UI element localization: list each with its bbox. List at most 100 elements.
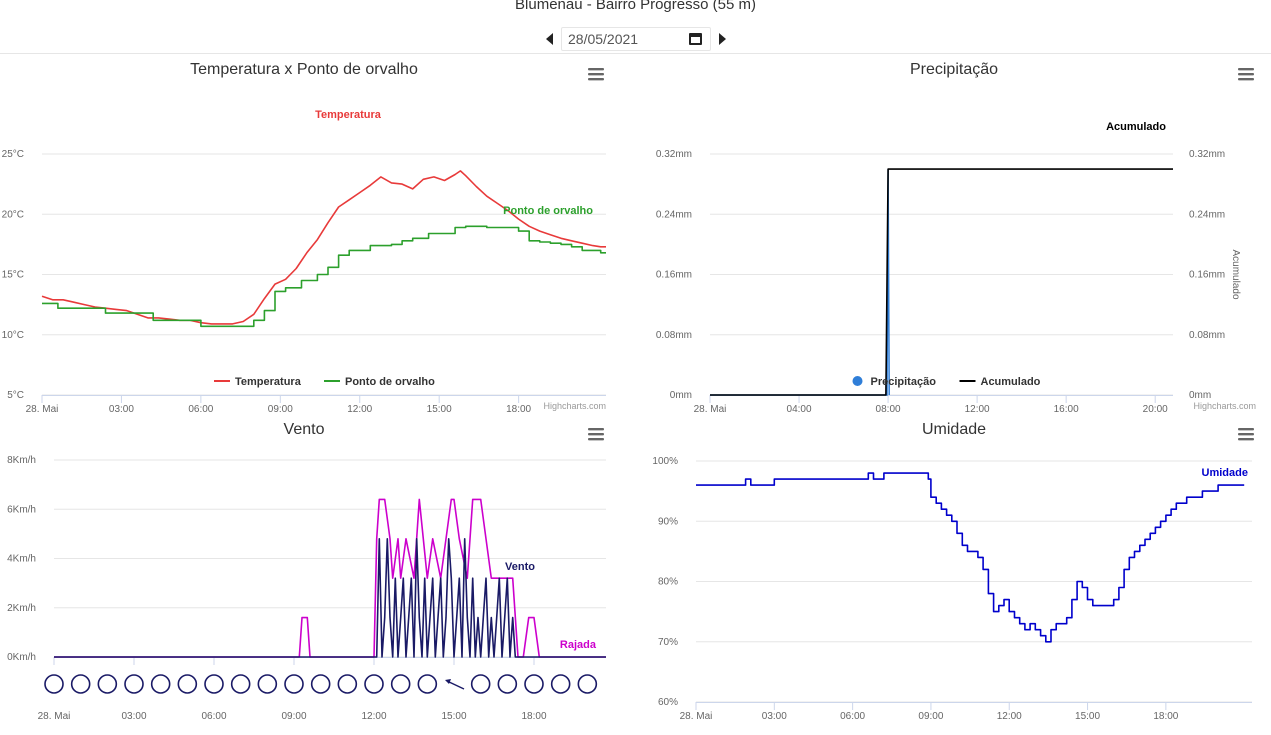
y-tick-label: 15°C xyxy=(2,270,24,281)
series-label-vento: Vento xyxy=(505,561,535,573)
legend-item-temperatura[interactable]: Temperatura xyxy=(214,376,302,388)
x-tick-label: 03:00 xyxy=(109,404,134,414)
x-tick-label: 18:00 xyxy=(521,711,546,722)
chart-menu-icon[interactable] xyxy=(588,428,604,441)
wind-direction-calm-marker xyxy=(230,674,251,694)
x-tick-label: 09:00 xyxy=(281,711,306,722)
series-label-rajada: Rajada xyxy=(560,639,597,651)
y-tick-label: 6Km/h xyxy=(7,504,36,515)
calendar-icon[interactable] xyxy=(689,33,702,45)
wind-direction-calm-marker xyxy=(390,674,411,694)
wind-direction-calm-marker xyxy=(417,674,438,694)
legend-label: Ponto de orvalho xyxy=(345,376,435,388)
date-value: 28/05/2021 xyxy=(568,31,639,47)
y-tick-label: 0mm xyxy=(670,390,692,401)
legend-item-acumulado[interactable]: Acumulado xyxy=(959,376,1041,388)
chart-title: Vento xyxy=(284,421,325,438)
x-tick-label: 08:00 xyxy=(876,404,901,414)
chart-title: Umidade xyxy=(922,421,986,438)
x-tick-label: 28. Mai xyxy=(680,711,713,722)
wind-direction-calm-marker xyxy=(204,674,224,694)
wind-direction-arrow-marker xyxy=(445,679,465,690)
y-tick-label: 0.16mm xyxy=(656,270,692,281)
x-tick-label: 06:00 xyxy=(188,404,213,414)
wind-direction-calm-marker xyxy=(70,674,91,694)
y2-tick-label: 0.32mm xyxy=(1189,149,1225,160)
next-day-arrow-icon[interactable] xyxy=(719,33,726,45)
series-line-precipitacao xyxy=(710,169,890,396)
series-label-acumulado: Acumulado xyxy=(1106,121,1166,133)
x-tick-label: 04:00 xyxy=(787,404,812,414)
legend-item-precipitacao[interactable]: Precipitação xyxy=(852,376,937,388)
x-tick-label: 16:00 xyxy=(1054,404,1079,414)
wind-direction-calm-marker xyxy=(577,674,598,694)
wind-direction-calm-marker xyxy=(150,674,171,694)
wind-direction-calm-marker xyxy=(257,674,278,694)
x-tick-label: 03:00 xyxy=(762,711,787,722)
y2-tick-label: 0.08mm xyxy=(1189,330,1225,341)
wind-direction-calm-marker xyxy=(497,674,518,694)
x-tick-label: 09:00 xyxy=(268,404,293,414)
y-tick-label: 70% xyxy=(658,637,678,648)
x-tick-label: 12:00 xyxy=(361,711,386,722)
chart-menu-icon[interactable] xyxy=(588,68,604,81)
series-label-ponto-de-orvalho: Ponto de orvalho xyxy=(503,205,593,217)
legend-item-ponto-de-orvalho[interactable]: Ponto de orvalho xyxy=(324,376,435,388)
x-tick-label: 28. Mai xyxy=(38,711,71,722)
chart-menu-icon[interactable] xyxy=(1238,68,1254,81)
x-tick-label: 15:00 xyxy=(427,404,452,414)
y-tick-label: 80% xyxy=(658,577,678,588)
chart-precipitation: Precipitação 0mm 0.08mm 0.16mm 0.24mm 0.32mm 0… xyxy=(656,61,1256,414)
series-line-acumulado xyxy=(710,168,1173,396)
wind-arrow-shaft xyxy=(446,680,465,690)
y-tick-label: 100% xyxy=(652,456,678,467)
y2-tick-label: 0.24mm xyxy=(1189,209,1225,220)
wind-direction-calm-marker xyxy=(284,674,304,694)
credits-link[interactable]: Highcharts.com xyxy=(1193,401,1256,411)
series-line-umidade xyxy=(696,472,1245,643)
chart-menu-icon[interactable] xyxy=(1238,428,1254,441)
chart-temperature-dewpoint: Temperatura x Ponto de orvalho 5°C 10°C 15°… xyxy=(2,61,606,414)
y-tick-label: 0.24mm xyxy=(656,209,692,220)
series-line-vento xyxy=(54,538,606,658)
legend-label: Temperatura xyxy=(235,376,302,388)
chart-title: Temperatura x Ponto de orvalho xyxy=(190,61,418,78)
x-tick-label: 06:00 xyxy=(201,711,226,722)
wind-direction-calm-marker xyxy=(337,674,358,694)
wind-direction-calm-marker xyxy=(177,674,198,694)
y-tick-label: 60% xyxy=(658,697,678,708)
wind-direction-calm-marker xyxy=(470,674,491,694)
y-tick-label: 0Km/h xyxy=(7,652,36,663)
x-tick-label: 18:00 xyxy=(1153,711,1178,722)
y-tick-label: 8Km/h xyxy=(7,455,36,466)
x-tick-label: 06:00 xyxy=(840,711,865,722)
date-navigator: 28/05/2021 xyxy=(546,26,726,52)
x-tick-label: 12:00 xyxy=(347,404,372,414)
chart-title: Precipitação xyxy=(910,61,998,78)
y-tick-label: 5°C xyxy=(7,390,24,401)
wind-direction-calm-marker xyxy=(97,674,118,694)
series-label-temperatura: Temperatura xyxy=(315,109,382,121)
y-tick-label: 2Km/h xyxy=(7,603,36,614)
credits-link[interactable]: Highcharts.com xyxy=(543,401,606,411)
page-title: Blumenau - Bairro Progresso (55 m) xyxy=(515,0,756,13)
x-tick-label: 12:00 xyxy=(965,404,990,414)
x-tick-label: 12:00 xyxy=(997,711,1022,722)
wind-arrow-head xyxy=(445,679,451,684)
legend-symbol xyxy=(852,376,863,386)
y-tick-label: 0.08mm xyxy=(656,330,692,341)
y2-tick-label: 0.16mm xyxy=(1189,270,1225,281)
y-tick-label: 10°C xyxy=(2,330,24,341)
x-tick-label: 18:00 xyxy=(506,404,531,414)
x-tick-label: 09:00 xyxy=(918,711,943,722)
date-input[interactable]: 28/05/2021 xyxy=(561,27,711,51)
chart-humidity: Umidade 60% 70% 80% 90% 100% 28. Mai 03:00 06:00… xyxy=(652,421,1254,722)
x-tick-label: 03:00 xyxy=(121,711,146,722)
y-tick-label: 20°C xyxy=(2,209,24,220)
wind-direction-calm-marker xyxy=(124,674,144,694)
wind-direction-calm-marker xyxy=(550,674,571,694)
x-tick-label: 28. Mai xyxy=(26,404,59,414)
wind-direction-calm-marker xyxy=(524,674,544,694)
wind-direction-calm-marker xyxy=(310,674,331,694)
previous-day-arrow-icon[interactable] xyxy=(546,33,553,45)
